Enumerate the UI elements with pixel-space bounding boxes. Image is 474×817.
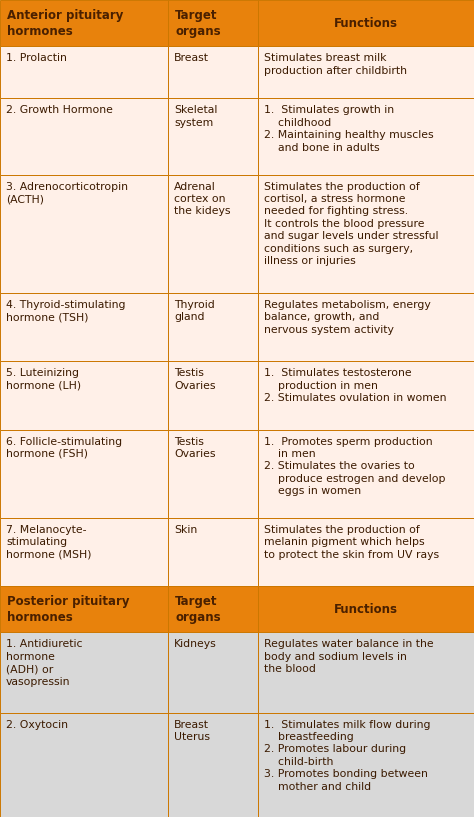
Text: Skin: Skin	[174, 525, 198, 535]
Text: Functions: Functions	[334, 603, 398, 616]
Bar	[258, 586, 474, 632]
Text: 3. Adrenocorticotropin
(ACTH): 3. Adrenocorticotropin (ACTH)	[6, 181, 128, 204]
Text: Kidneys: Kidneys	[174, 640, 217, 650]
Bar	[258, 518, 474, 586]
Bar	[168, 430, 258, 518]
Bar	[0, 47, 168, 98]
Bar	[168, 98, 258, 175]
Text: Target
organs: Target organs	[175, 9, 221, 38]
Bar	[258, 430, 474, 518]
Bar	[168, 47, 258, 98]
Bar	[0, 361, 168, 430]
Bar	[0, 98, 168, 175]
Text: Breast: Breast	[174, 53, 209, 63]
Text: 1.  Stimulates milk flow during
    breastfeeding
2. Promotes labour during
    : 1. Stimulates milk flow during breastfee…	[264, 720, 431, 792]
Bar	[0, 175, 168, 293]
Text: Regulates metabolism, energy
balance, growth, and
nervous system activity: Regulates metabolism, energy balance, gr…	[264, 300, 431, 335]
Text: 1.  Stimulates testosterone
    production in men
2. Stimulates ovulation in wom: 1. Stimulates testosterone production in…	[264, 368, 447, 403]
Bar	[0, 632, 168, 712]
Text: 2. Growth Hormone: 2. Growth Hormone	[6, 105, 113, 115]
Bar	[258, 47, 474, 98]
Text: 1.  Promotes sperm production
    in men
2. Stimulates the ovaries to
    produc: 1. Promotes sperm production in men 2. S…	[264, 436, 446, 496]
Text: Functions: Functions	[334, 16, 398, 29]
Text: Stimulates breast milk
production after childbirth: Stimulates breast milk production after …	[264, 53, 407, 75]
Bar	[168, 518, 258, 586]
Text: Thyroid
gland: Thyroid gland	[174, 300, 215, 323]
Bar	[168, 293, 258, 361]
Text: Adrenal
cortex on
the kideys: Adrenal cortex on the kideys	[174, 181, 231, 217]
Text: Testis
Ovaries: Testis Ovaries	[174, 436, 216, 459]
Text: 5. Luteinizing
hormone (LH): 5. Luteinizing hormone (LH)	[6, 368, 81, 391]
Text: Testis
Ovaries: Testis Ovaries	[174, 368, 216, 391]
Bar	[0, 293, 168, 361]
Text: 1. Prolactin: 1. Prolactin	[6, 53, 67, 63]
Bar	[258, 293, 474, 361]
Bar	[0, 586, 168, 632]
Bar	[168, 586, 258, 632]
Bar	[168, 712, 258, 817]
Bar	[258, 98, 474, 175]
Bar	[0, 518, 168, 586]
Text: Target
organs: Target organs	[175, 595, 221, 623]
Text: Posterior pituitary
hormones: Posterior pituitary hormones	[7, 595, 129, 623]
Bar	[0, 0, 168, 47]
Text: Stimulates the production of
cortisol, a stress hormone
needed for fighting stre: Stimulates the production of cortisol, a…	[264, 181, 439, 266]
Bar	[258, 712, 474, 817]
Bar	[0, 712, 168, 817]
Bar	[168, 0, 258, 47]
Text: Regulates water balance in the
body and sodium levels in
the blood: Regulates water balance in the body and …	[264, 640, 434, 674]
Text: 2. Oxytocin: 2. Oxytocin	[6, 720, 68, 730]
Text: Stimulates the production of
melanin pigment which helps
to protect the skin fro: Stimulates the production of melanin pig…	[264, 525, 439, 560]
Bar	[168, 361, 258, 430]
Bar	[258, 175, 474, 293]
Text: Skeletal
system: Skeletal system	[174, 105, 218, 127]
Bar	[258, 361, 474, 430]
Text: 1. Antidiuretic
hormone
(ADH) or
vasopressin: 1. Antidiuretic hormone (ADH) or vasopre…	[6, 640, 82, 686]
Text: 7. Melanocyte-
stimulating
hormone (MSH): 7. Melanocyte- stimulating hormone (MSH)	[6, 525, 91, 560]
Bar	[168, 632, 258, 712]
Bar	[258, 632, 474, 712]
Text: 4. Thyroid-stimulating
hormone (TSH): 4. Thyroid-stimulating hormone (TSH)	[6, 300, 126, 323]
Bar	[258, 0, 474, 47]
Text: 6. Follicle-stimulating
hormone (FSH): 6. Follicle-stimulating hormone (FSH)	[6, 436, 122, 459]
Text: Breast
Uterus: Breast Uterus	[174, 720, 210, 742]
Bar	[0, 430, 168, 518]
Bar	[168, 175, 258, 293]
Text: Anterior pituitary
hormones: Anterior pituitary hormones	[7, 9, 123, 38]
Text: 1.  Stimulates growth in
    childhood
2. Maintaining healthy muscles
    and bo: 1. Stimulates growth in childhood 2. Mai…	[264, 105, 434, 153]
